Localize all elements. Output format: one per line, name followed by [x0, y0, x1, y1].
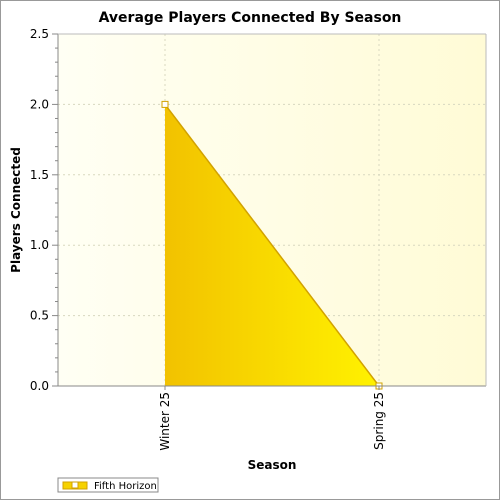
y-tick-label: 1.5	[30, 168, 49, 182]
axes	[52, 33, 487, 390]
chart-title: Average Players Connected By Season	[99, 10, 402, 26]
y-tick-label: 0.0	[30, 379, 49, 393]
legend: Fifth Horizon	[57, 477, 159, 493]
y-tick-label: 1.0	[30, 238, 49, 252]
x-axis-label: Season	[248, 458, 297, 472]
legend-label: Fifth Horizon	[94, 481, 157, 492]
series-layer	[161, 100, 383, 390]
series-line	[164, 103, 380, 387]
legend-marker	[71, 481, 79, 489]
data-point	[161, 100, 169, 108]
x-tick-label: Winter 25	[158, 392, 172, 451]
y-axis-label: Players Connected	[9, 147, 23, 273]
x-tick-labels: Winter 25 Spring 25	[158, 392, 386, 451]
y-tick-label: 2.5	[30, 27, 49, 41]
y-tick-label: 0.5	[30, 309, 49, 323]
y-tick-labels: 0.0 0.5 1.0 1.5 2.0 2.5	[30, 27, 49, 393]
y-tick-label: 2.0	[30, 97, 49, 111]
x-tick-label: Spring 25	[372, 392, 386, 450]
